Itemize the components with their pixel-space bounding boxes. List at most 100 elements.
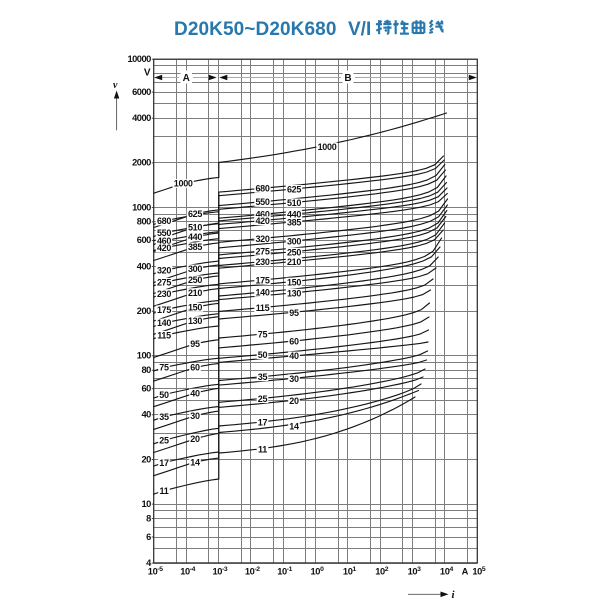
svg-text:4: 4 [146,558,152,568]
svg-text:101: 101 [343,566,357,577]
svg-text:40: 40 [141,410,151,420]
svg-text:6000: 6000 [132,87,151,97]
svg-text:460: 460 [157,236,171,246]
svg-text:A: A [462,567,469,577]
svg-text:4000: 4000 [132,113,151,123]
svg-text:17: 17 [159,458,169,468]
svg-text:400: 400 [137,261,151,271]
svg-text:1000: 1000 [132,202,151,212]
svg-text:300: 300 [287,237,301,247]
svg-text:95: 95 [190,339,200,349]
svg-text:6: 6 [146,532,151,542]
svg-text:175: 175 [255,275,269,285]
svg-text:800: 800 [137,217,151,227]
svg-text:440: 440 [287,210,301,220]
svg-text:60: 60 [190,363,200,373]
svg-text:385: 385 [287,217,301,227]
svg-text:150: 150 [188,303,202,313]
svg-text:75: 75 [159,363,169,373]
svg-text:75: 75 [258,330,268,340]
svg-text:140: 140 [255,288,269,298]
svg-text:60: 60 [289,337,299,347]
svg-text:35: 35 [258,372,268,382]
svg-text:1000: 1000 [318,142,337,152]
svg-text:11: 11 [258,445,267,455]
svg-text:230: 230 [157,289,171,299]
svg-text:35: 35 [159,412,169,422]
svg-text:10000: 10000 [127,54,151,64]
svg-text:i: i [452,589,456,600]
svg-text:130: 130 [287,288,301,298]
svg-text:25: 25 [159,436,169,446]
svg-text:11: 11 [160,486,169,496]
svg-text:10-2: 10-2 [245,566,260,577]
svg-text:115: 115 [256,303,270,313]
svg-text:175: 175 [157,305,171,315]
svg-text:100: 100 [137,351,151,361]
svg-text:10-4: 10-4 [180,566,195,577]
svg-text:10-1: 10-1 [277,566,292,577]
svg-text:V/I: V/I [348,19,371,40]
svg-text:50: 50 [159,390,169,400]
svg-text:10-5: 10-5 [148,566,163,577]
svg-text:210: 210 [188,288,202,298]
svg-text:80: 80 [141,365,151,375]
svg-text:510: 510 [188,222,202,232]
svg-text:320: 320 [255,234,269,244]
svg-text:40: 40 [190,388,200,398]
svg-text:40: 40 [289,351,299,361]
svg-text:100: 100 [311,566,325,577]
svg-text:275: 275 [157,278,171,288]
svg-text:130: 130 [188,316,202,326]
svg-text:385: 385 [188,242,202,252]
svg-text:680: 680 [255,184,269,194]
svg-text:300: 300 [188,264,202,274]
svg-text:30: 30 [190,411,200,421]
svg-text:104: 104 [440,566,454,577]
svg-text:102: 102 [375,566,389,577]
svg-text:2000: 2000 [132,158,151,168]
svg-text:320: 320 [157,266,171,276]
svg-text:105: 105 [472,566,486,577]
svg-text:420: 420 [255,216,269,226]
svg-text:14: 14 [289,421,299,431]
svg-text:420: 420 [157,243,171,253]
svg-text:210: 210 [287,257,301,267]
svg-text:V: V [144,68,151,79]
svg-text:D20K50~D20K680: D20K50~D20K680 [174,19,336,40]
svg-text:20: 20 [289,396,299,406]
svg-text:150: 150 [287,277,301,287]
svg-text:115: 115 [157,331,171,341]
svg-text:510: 510 [287,198,301,208]
svg-text:140: 140 [157,318,171,328]
svg-text:625: 625 [287,185,301,195]
svg-text:1000: 1000 [174,179,193,189]
svg-text:460: 460 [255,210,269,220]
svg-text:8: 8 [146,513,151,523]
svg-text:95: 95 [289,308,299,318]
svg-text:10: 10 [141,499,151,509]
svg-text:275: 275 [255,246,269,256]
svg-text:14: 14 [190,457,200,467]
svg-text:17: 17 [258,418,268,428]
svg-text:103: 103 [408,566,422,577]
svg-text:50: 50 [258,350,268,360]
svg-text:550: 550 [157,228,171,238]
svg-text:625: 625 [188,209,202,219]
svg-text:600: 600 [137,235,151,245]
svg-text:25: 25 [258,394,268,404]
svg-text:550: 550 [255,197,269,207]
svg-text:B: B [344,73,351,84]
svg-text:20: 20 [141,454,151,464]
svg-text:250: 250 [287,247,301,257]
svg-text:30: 30 [289,374,299,384]
svg-text:200: 200 [137,306,151,316]
svg-text:250: 250 [188,275,202,285]
svg-text:680: 680 [157,216,171,226]
svg-text:10-3: 10-3 [213,566,228,577]
svg-text:20: 20 [190,434,200,444]
svg-text:A: A [183,73,190,84]
svg-text:v: v [113,80,118,91]
svg-text:230: 230 [255,257,269,267]
svg-text:440: 440 [188,232,202,242]
